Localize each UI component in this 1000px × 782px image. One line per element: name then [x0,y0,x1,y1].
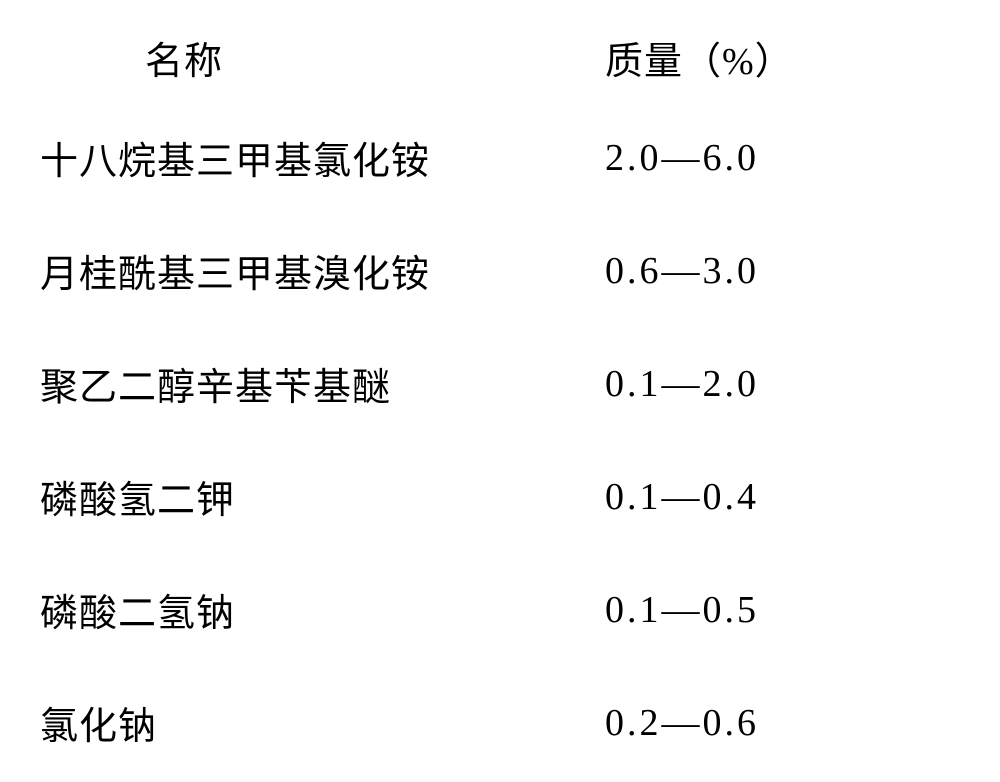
table-row: 月桂酰基三甲基溴化铵 0.6—3.0 [40,243,960,298]
cell-name: 氯化钠 [40,695,605,750]
cell-name: 磷酸氢二钾 [40,469,605,524]
table-row: 十八烷基三甲基氯化铵 2.0—6.0 [40,130,960,185]
cell-value: 0.2—0.6 [605,701,960,745]
composition-table: 名称 质量（%） 十八烷基三甲基氯化铵 2.0—6.0 月桂酰基三甲基溴化铵 0… [40,30,960,750]
table-row: 磷酸氢二钾 0.1—0.4 [40,469,960,524]
table-header-row: 名称 质量（%） [40,30,960,85]
cell-value: 0.1—0.5 [605,588,960,632]
header-value: 质量（%） [605,30,960,85]
cell-value: 0.1—2.0 [605,362,960,406]
cell-name: 十八烷基三甲基氯化铵 [40,130,605,185]
cell-name: 聚乙二醇辛基苄基醚 [40,356,605,411]
cell-value: 0.1—0.4 [605,475,960,519]
table-row: 聚乙二醇辛基苄基醚 0.1—2.0 [40,356,960,411]
table-row: 氯化钠 0.2—0.6 [40,695,960,750]
cell-name: 磷酸二氢钠 [40,582,605,637]
cell-value: 0.6—3.0 [605,249,960,293]
cell-name: 月桂酰基三甲基溴化铵 [40,243,605,298]
cell-value: 2.0—6.0 [605,136,960,180]
table-row: 磷酸二氢钠 0.1—0.5 [40,582,960,637]
header-name: 名称 [40,30,605,85]
